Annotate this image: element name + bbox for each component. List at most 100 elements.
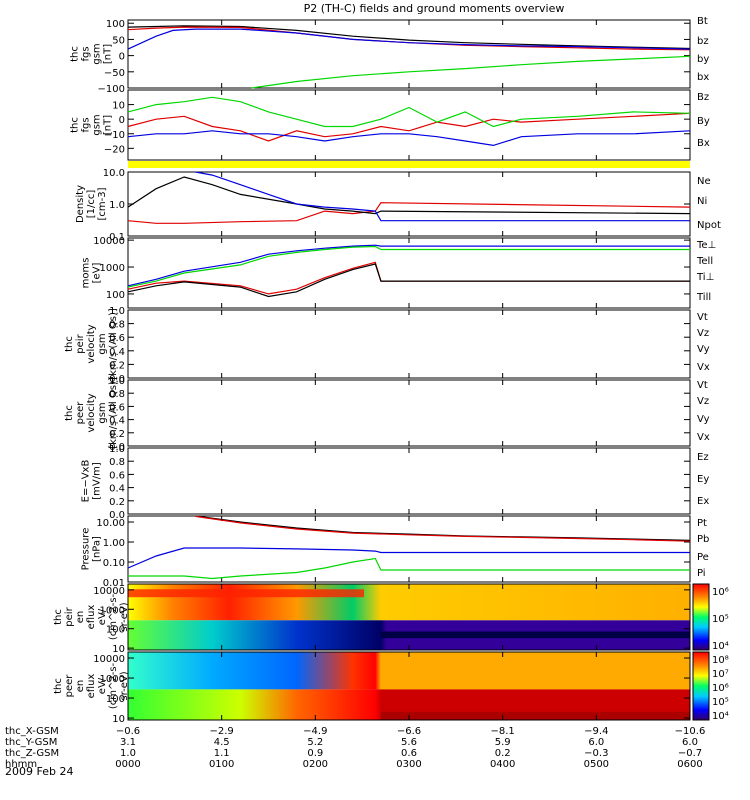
legend-label: Bz <box>697 92 709 103</box>
x-axis-value: 0.9 <box>307 748 323 759</box>
panel-8: 10.00 1.00 0.10 0.01 Pressure [nPa] Pt Pb Pe Pi <box>81 515 709 589</box>
legend-label: Pb <box>697 534 709 545</box>
colorbar-tick-label: 10⁵ <box>712 614 729 625</box>
y-axis-label: eV/ <box>97 677 108 694</box>
x-axis-value: 6.0 <box>682 737 698 748</box>
x-axis-value: 0.6 <box>401 748 417 759</box>
y-tick-label: 1.0 <box>109 444 125 455</box>
panel-3: 10.0 1.0 0.1 Density [1/cc] [cm-3] Ne Ni Npot <box>75 168 721 243</box>
y-axis-label: [nT] <box>103 115 114 135</box>
y-tick-label: 0.8 <box>109 457 125 468</box>
y-tick-label: −50 <box>104 68 125 79</box>
legend-label: Vy <box>697 344 710 355</box>
x-axis-row-label: thc_Y-GSM <box>5 737 57 748</box>
panel-6: 0.0 0.2 0.4 0.6 0.8 1.0 thc peer velocity gsm [km/… <box>64 376 710 453</box>
y-tick-label: 1.0 <box>109 200 125 211</box>
x-axis-value: −0.7 <box>678 748 702 759</box>
series-line-ne <box>127 202 691 224</box>
y-tick-label: 1000 <box>100 263 125 274</box>
colorbar-scale <box>692 651 710 721</box>
panel-frame <box>127 447 691 515</box>
legend-label: Ey <box>697 474 709 485</box>
legend-label: Till <box>696 292 711 303</box>
x-axis-value: 0400 <box>490 759 515 770</box>
y-tick-label: 100 <box>106 694 125 705</box>
spectrogram-electron-band <box>380 711 690 720</box>
series-line-pi <box>127 547 690 569</box>
y-axis-label: thc <box>70 46 81 62</box>
y-tick-label: 0.2 <box>109 429 125 440</box>
legend-label: Te⊥ <box>696 240 716 251</box>
series-line-pt <box>195 515 691 541</box>
y-tick-label: 1.0 <box>109 376 125 387</box>
y-axis-label: (cm^2-s- <box>108 593 119 640</box>
colorbar: 10⁶ 10⁵ 10⁴ <box>692 583 729 652</box>
y-tick-label: 0.8 <box>109 389 125 400</box>
y-axis-label: peer <box>64 674 75 698</box>
y-tick-label: 0.01 <box>103 578 125 589</box>
y-axis-label: thc <box>53 678 64 694</box>
colorbar: 10⁸ 10⁷ 10⁶ 10⁵ 10⁴ <box>692 651 729 722</box>
legend-label: Pe <box>697 552 709 563</box>
panel-frame <box>127 89 691 161</box>
series-line-bx <box>127 130 691 147</box>
y-axis-label: eflux <box>86 674 97 699</box>
x-axis-value: −0.3 <box>584 748 608 759</box>
y-axis-label: gsm <box>97 333 108 354</box>
y-tick-label: 1000 <box>100 674 125 685</box>
page-title: P2 (TH-C) fields and ground moments over… <box>304 2 565 15</box>
x-axis-row-label: thc_Z-GSM <box>5 748 59 759</box>
x-axis-value: −6.6 <box>397 726 421 737</box>
y-axis-label: velocity <box>86 324 97 363</box>
y-axis-label: gsm <box>92 114 103 135</box>
y-axis-label: gsm <box>97 402 108 423</box>
series-line-pe <box>128 557 690 580</box>
y-axis-label: thc <box>53 609 64 625</box>
panel-frame <box>127 309 691 379</box>
y-axis-label: (cm^2-s- <box>108 662 119 709</box>
colorbar-tick-label: 10⁵ <box>712 697 729 708</box>
y-tick-label: 0.6 <box>109 333 125 344</box>
x-axis-value: 5.2 <box>307 737 323 748</box>
legend-label: By <box>697 116 710 127</box>
x-axis-row-label: thc_X-GSM <box>5 726 59 737</box>
y-tick-label: 0.10 <box>103 558 125 569</box>
y-axis-label: [eV] <box>92 263 103 284</box>
spectrogram-ion-dark-band <box>380 631 690 639</box>
y-axis-label: eflux <box>86 605 97 630</box>
panel-4: 10000 1000 100 moms [eV] Te⊥ Tell Ti⊥ Till <box>81 236 716 309</box>
x-axis-value: 0.2 <box>495 748 511 759</box>
panel-frame <box>127 379 691 447</box>
legend-label: Npot <box>697 220 721 231</box>
y-axis-label: eV/ <box>97 608 108 625</box>
colorbar-tick-label: 10⁶ <box>712 587 729 598</box>
series-line-ti⊥ <box>127 244 690 287</box>
legend-label: Vt <box>697 380 708 391</box>
legend-label: bz <box>697 36 709 47</box>
legend-label: Ez <box>697 452 709 463</box>
y-axis-label: sr-eV) <box>119 671 130 700</box>
panel-frame <box>127 515 691 583</box>
panel-9: 10⁶ 10⁵ 10⁴ 10000 1000 100 10 thc peir en eflux eV/… <box>53 583 729 655</box>
y-tick-label: 100 <box>106 625 125 636</box>
legend-label: Vx <box>697 432 710 443</box>
legend-label: Vz <box>697 396 709 407</box>
y-tick-label: 0.4 <box>109 416 125 427</box>
x-axis-value: −8.1 <box>491 726 515 737</box>
colorbar-tick-label: 10⁸ <box>712 655 729 666</box>
legend-label: by <box>697 54 709 65</box>
panel-frame <box>127 237 691 309</box>
legend-label: Ti⊥ <box>696 272 714 283</box>
y-tick-label: 0.6 <box>109 470 125 481</box>
y-tick-label: 0.0 <box>109 374 125 385</box>
legend-label: Pi <box>697 568 706 579</box>
date-label: 2009 Feb 24 <box>5 765 73 778</box>
x-axis-value: 3.1 <box>120 737 136 748</box>
y-tick-label: 1.0 <box>109 306 125 317</box>
series-line-npot <box>195 171 690 222</box>
y-tick-label: 0.1 <box>109 232 125 243</box>
legend-label: Vx <box>697 362 710 373</box>
x-axis-value: 6.0 <box>588 737 604 748</box>
x-axis-value: 1.1 <box>214 748 230 759</box>
legend-label: Ex <box>697 496 709 507</box>
